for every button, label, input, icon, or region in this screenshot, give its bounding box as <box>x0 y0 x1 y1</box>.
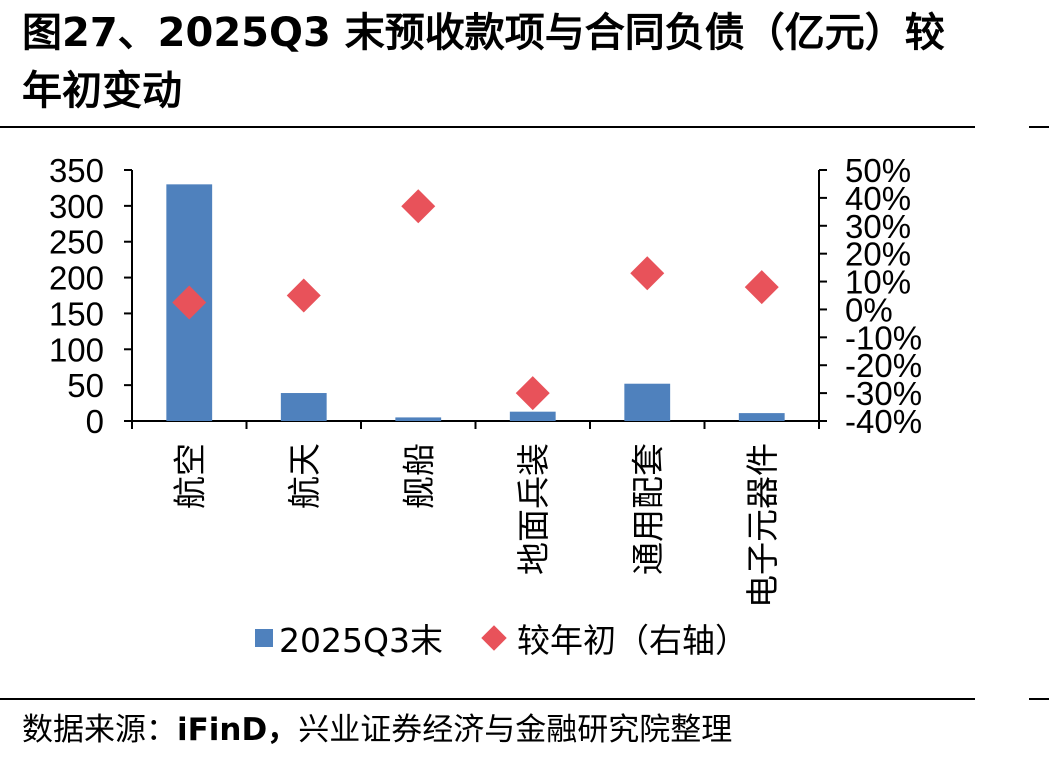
right-axis-tick-labels: -40%-30%-20%-10%0%10%20%30%40%50% <box>845 152 922 440</box>
category-labels: 航空 航天 舰船 地面兵装 通用配套 电子元器件 <box>170 443 782 608</box>
left-tick-label: 0 <box>86 403 104 440</box>
legend-bar-swatch <box>255 629 273 647</box>
right-tick-label: 10% <box>845 264 911 301</box>
legend-item-bar: 2025Q3末 <box>255 614 443 662</box>
source-prefix: 数据来源： <box>22 712 177 748</box>
diamond-marker <box>744 270 779 305</box>
left-tick-label: 200 <box>49 260 104 297</box>
legend-marker-label: 较年初（右轴） <box>516 621 748 660</box>
left-tick-label: 250 <box>49 224 104 261</box>
category-label: 舰船 <box>399 443 438 509</box>
bottom-rule-right-fragment <box>1029 698 1049 700</box>
left-tick-label: 350 <box>49 152 104 189</box>
top-rule-right-fragment <box>1029 126 1049 128</box>
category-label: 电子元器件 <box>743 443 782 608</box>
diamond-marker <box>172 285 207 320</box>
right-tick-label: 0% <box>845 291 893 328</box>
bar <box>624 383 671 421</box>
legend-diamond-icon <box>481 625 507 651</box>
left-tick-label: 50 <box>67 367 104 404</box>
bar <box>395 417 442 421</box>
right-tick-label: 50% <box>845 152 911 189</box>
legend-item-marker: 较年初（右轴） <box>443 614 748 662</box>
category-label: 地面兵装 <box>514 443 553 575</box>
diamond-marker <box>286 278 321 313</box>
bar <box>280 393 327 421</box>
source-suffix: 兴业证券经济与金融研究院整理 <box>298 712 733 748</box>
bottom-rule <box>0 698 975 700</box>
category-label: 航空 <box>170 443 209 509</box>
category-label: 通用配套 <box>628 443 667 575</box>
bar <box>509 411 556 421</box>
markers-layer <box>172 189 779 411</box>
legend: 2025Q3末 较年初（右轴） <box>255 616 748 660</box>
left-tick-label: 100 <box>49 331 104 368</box>
right-tick-label: -10% <box>845 319 922 356</box>
bars-layer <box>166 184 785 421</box>
right-tick-label: -20% <box>845 347 922 384</box>
axes-layer <box>124 169 827 429</box>
diamond-marker <box>630 256 665 291</box>
left-tick-label: 300 <box>49 188 104 225</box>
top-rule <box>0 126 975 128</box>
diamond-marker <box>401 189 436 224</box>
chart-title: 图27、2025Q3 末预收款项与合同负债（亿元）较年初变动 <box>22 10 945 114</box>
diamond-marker <box>515 376 550 411</box>
source-note: 数据来源：iFinD，兴业证券经济与金融研究院整理 <box>22 710 732 750</box>
source-name: iFinD， <box>177 712 299 748</box>
left-tick-label: 150 <box>49 295 104 332</box>
right-tick-label: -40% <box>845 403 922 440</box>
bar <box>738 413 785 421</box>
right-tick-label: 40% <box>845 180 911 217</box>
legend-bar-label: 2025Q3末 <box>279 621 443 660</box>
category-label: 航天 <box>285 443 324 509</box>
right-tick-label: -30% <box>845 375 922 412</box>
right-tick-label: 30% <box>845 208 911 245</box>
right-tick-label: 20% <box>845 236 911 273</box>
